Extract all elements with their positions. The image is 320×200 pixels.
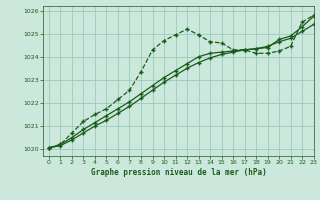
X-axis label: Graphe pression niveau de la mer (hPa): Graphe pression niveau de la mer (hPa) — [91, 168, 266, 177]
